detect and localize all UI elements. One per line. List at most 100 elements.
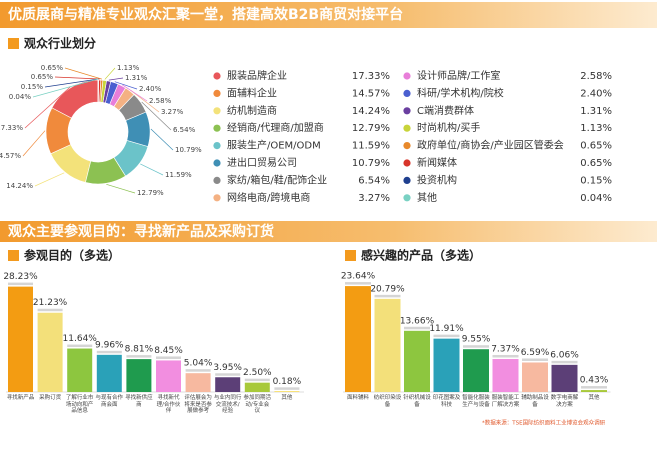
leader-line (44, 78, 99, 88)
legend-label: 时尚机构/买手 (417, 121, 480, 134)
leader-line (114, 81, 138, 90)
legend-value: 17.33% (352, 71, 390, 82)
section-title: 观众行业划分 (24, 36, 96, 51)
legend-value: 0.65% (580, 158, 612, 169)
bar (492, 358, 519, 392)
slice-label: 14.57% (0, 152, 21, 160)
slice-label: 6.54% (173, 126, 196, 134)
bar-value-label: 23.64% (341, 272, 376, 282)
bar-cap (156, 356, 181, 359)
bar (185, 373, 211, 392)
bar-cap (126, 355, 152, 358)
x-tick-label: 数字电商解决方案 (550, 395, 579, 408)
bar (126, 359, 152, 392)
bar-cap (244, 378, 270, 382)
footnote: *数据来源：TSE国际纺织面料工业博览会观众调研 (482, 419, 606, 427)
bar-value-label: 20.79% (370, 284, 405, 294)
x-tick-label: 纺织印染设备 (373, 395, 402, 408)
banner-title: 优质展商与精准专业观众汇聚一堂，搭建高效B2B商贸对接平台 (8, 6, 403, 23)
slice-label: 12.79% (137, 189, 164, 197)
leader-line (24, 86, 71, 129)
leader-line (108, 77, 124, 81)
x-tick-label: 辅助制品设备 (521, 395, 549, 408)
leader-line (140, 163, 164, 176)
bar (551, 364, 578, 392)
x-tick-label: 参加同期活动/专业会议 (243, 395, 272, 414)
slice-label: 1.13% (117, 64, 140, 72)
bar-cap (522, 358, 548, 361)
x-tick-label: 针织机械设备 (403, 395, 431, 408)
bar (215, 377, 241, 392)
bar-cap (67, 344, 93, 348)
legend-swatch (403, 159, 411, 167)
legend-swatch (213, 107, 221, 115)
legend-value: 14.57% (352, 88, 390, 99)
legend-value: 10.79% (352, 158, 390, 169)
legend-value: 14.24% (352, 106, 390, 117)
x-tick-label: 评估展会为将来是否参展做参考 (184, 395, 212, 414)
bar (37, 312, 63, 392)
legend-label: 经销商/代理商/加盟商 (227, 121, 324, 134)
bar-cap (8, 282, 33, 286)
slice-label: 0.15% (21, 83, 44, 91)
legend-value: 0.04% (580, 193, 612, 204)
bar-cap (185, 369, 211, 372)
bar-cap (96, 350, 122, 354)
x-tick-label: 与现有合作商会面 (95, 395, 124, 408)
slice-label: 17.33% (0, 124, 23, 132)
bar (274, 391, 300, 392)
bar-value-label: 6.06% (550, 350, 579, 360)
legend-value: 0.15% (580, 175, 612, 186)
legend-swatch (403, 176, 411, 184)
leader-line (104, 67, 116, 80)
bar-value-label: 0.43% (580, 376, 609, 386)
bar (522, 362, 548, 392)
legend-swatch (213, 159, 221, 167)
legend-label: 服装生产/OEM/ODM (227, 139, 321, 152)
bar (345, 286, 371, 392)
leader-line (32, 78, 99, 98)
leader-line (22, 130, 46, 157)
legend-value: 3.27% (358, 193, 390, 204)
legend-value: 2.58% (580, 71, 612, 82)
bar-cap (404, 326, 430, 330)
bar-cap (581, 386, 607, 389)
bar (67, 348, 93, 392)
bar-value-label: 3.95% (213, 363, 242, 373)
x-tick-label: 智能化服装生产与设备 (462, 395, 490, 408)
legend-value: 2.40% (580, 88, 612, 99)
banner-bg (0, 2, 657, 28)
legend-label: C端消费群体 (417, 104, 474, 117)
legend-swatch (403, 89, 411, 97)
x-tick-label: 其他 (588, 395, 600, 401)
slice-label: 14.24% (6, 182, 33, 190)
legend-value: 1.13% (580, 123, 612, 134)
slice-label: 0.65% (41, 64, 64, 72)
bar (244, 382, 270, 392)
x-tick-label: 面料辅料 (346, 395, 369, 401)
legend-label: 投资机构 (417, 173, 457, 186)
slice-label: 0.04% (9, 93, 32, 101)
legend-label: 网络电商/跨境电商 (227, 191, 310, 204)
bar-cap (274, 387, 300, 390)
bar-value-label: 2.50% (243, 368, 272, 378)
bar-value-label: 7.37% (491, 344, 520, 354)
section-marker (345, 250, 356, 261)
bar-cap (37, 308, 63, 312)
bar-value-label: 13.66% (400, 316, 435, 326)
bar-cap (492, 354, 519, 358)
slice-label: 2.58% (149, 97, 172, 105)
legend-swatch (213, 176, 221, 184)
bar-value-label: 8.81% (125, 345, 154, 355)
leader-line (141, 101, 172, 131)
bar (374, 298, 401, 392)
x-tick-label: 与业内同行交流技术/经验 (213, 395, 242, 414)
leader-line (54, 76, 100, 80)
bar-cap (551, 360, 578, 364)
x-tick-label: 寻找新供应商 (125, 395, 153, 408)
legend-swatch (403, 107, 411, 115)
legend-label: 政府单位/商协会/产业园区管委会 (417, 139, 564, 152)
legend-value: 11.59% (352, 141, 390, 152)
